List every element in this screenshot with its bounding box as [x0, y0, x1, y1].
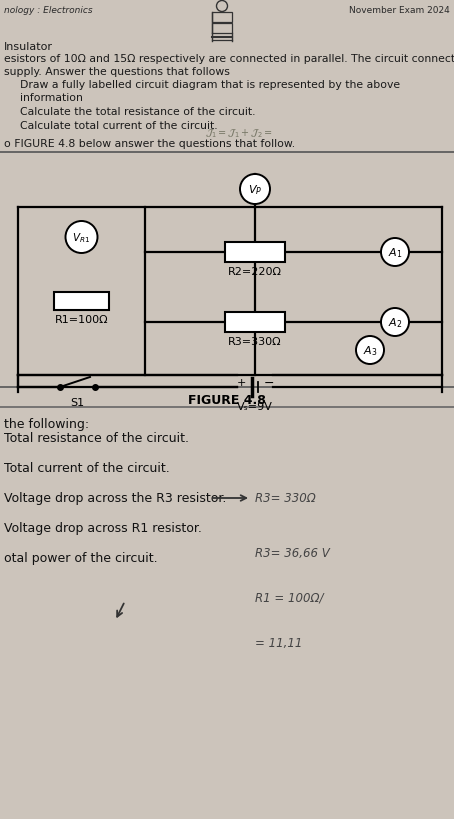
Text: $\mathcal{J}_1=\mathcal{J}_1+\mathcal{J}_2=$: $\mathcal{J}_1=\mathcal{J}_1+\mathcal{J}…	[205, 127, 273, 139]
Text: otal power of the circuit.: otal power of the circuit.	[4, 551, 158, 564]
Text: Voltage drop across the R3 resistor.: Voltage drop across the R3 resistor.	[4, 491, 227, 505]
Bar	[54, 292, 109, 310]
Text: the following:: the following:	[4, 418, 89, 431]
Text: Vₛ=9V: Vₛ=9V	[237, 401, 273, 411]
Text: Draw a fully labelled circuit diagram that is represented by the above: Draw a fully labelled circuit diagram th…	[20, 80, 400, 90]
Text: −: −	[264, 376, 275, 389]
Bar	[225, 242, 285, 263]
Text: R1 = 100Ω/: R1 = 100Ω/	[255, 591, 324, 604]
Text: Total current of the circuit.: Total current of the circuit.	[4, 461, 170, 474]
Circle shape	[356, 337, 384, 364]
Text: Calculate the total resistance of the circuit.: Calculate the total resistance of the ci…	[20, 106, 256, 117]
Text: Total resistance of the circuit.: Total resistance of the circuit.	[4, 432, 189, 445]
Text: R3= 36,66 V: R3= 36,66 V	[255, 546, 330, 559]
Text: $V_P$: $V_P$	[248, 183, 262, 197]
Text: +: +	[237, 378, 246, 387]
Circle shape	[381, 309, 409, 337]
Text: o FIGURE 4.8 below answer the questions that follow.: o FIGURE 4.8 below answer the questions …	[4, 139, 295, 149]
Text: esistors of 10Ω and 15Ω respectively are connected in parallel. The circuit conn: esistors of 10Ω and 15Ω respectively are…	[4, 54, 454, 64]
Text: Voltage drop across R1 resistor.: Voltage drop across R1 resistor.	[4, 522, 202, 534]
Circle shape	[381, 238, 409, 267]
Circle shape	[240, 174, 270, 205]
Text: Insulator: Insulator	[4, 42, 53, 52]
Text: $V_{R1}$: $V_{R1}$	[73, 231, 90, 245]
Text: nology : Electronics: nology : Electronics	[4, 6, 93, 15]
Text: information: information	[20, 93, 83, 103]
Text: Calculate total current of the circuit.: Calculate total current of the circuit.	[20, 121, 217, 131]
Bar	[225, 313, 285, 333]
Bar	[212, 13, 232, 23]
Text: R3=330Ω: R3=330Ω	[228, 337, 282, 346]
Text: R2=220Ω: R2=220Ω	[228, 267, 282, 277]
Bar	[212, 24, 232, 34]
Text: = 11,11: = 11,11	[255, 636, 302, 649]
Text: S1: S1	[70, 397, 84, 408]
Text: supply. Answer the questions that follows: supply. Answer the questions that follow…	[4, 67, 230, 77]
Text: R1=100Ω: R1=100Ω	[54, 314, 109, 324]
Text: November Exam 2024: November Exam 2024	[349, 6, 450, 15]
Text: FIGURE 4.8: FIGURE 4.8	[188, 393, 266, 406]
Text: $A_3$: $A_3$	[363, 344, 377, 357]
Text: $A_2$: $A_2$	[388, 315, 402, 329]
Text: R3= 330Ω: R3= 330Ω	[255, 491, 316, 505]
Circle shape	[65, 222, 98, 254]
Text: $A_1$: $A_1$	[388, 246, 402, 260]
